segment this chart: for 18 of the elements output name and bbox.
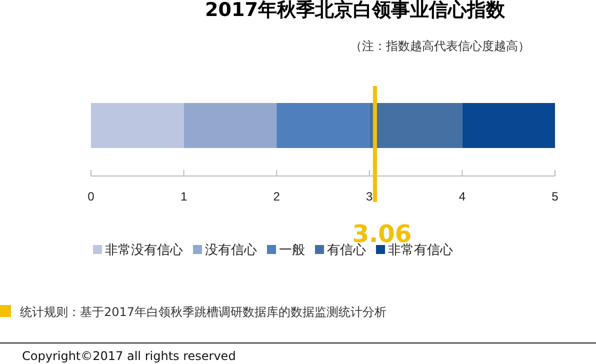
bar — [462, 103, 555, 148]
text: 统计规则：基于2017年白领秋季跳槽调研数据库的数据监测统计分析 — [20, 305, 387, 319]
bar — [91, 103, 184, 148]
x-tick-label: 1 — [180, 190, 188, 204]
bar — [369, 103, 462, 148]
legend-label: 非常没有信心 — [105, 242, 183, 258]
bar — [184, 103, 277, 148]
x-tick-label: 5 — [552, 190, 559, 204]
text: Copyright©2017 all rights reserved — [22, 349, 236, 363]
x-tick-label: 3 — [366, 190, 374, 204]
x-tick-label: 4 — [458, 190, 466, 204]
legend-label: 没有信心 — [205, 242, 257, 258]
chart-subtitle: （注：指数越高代表信心度越高） — [350, 39, 530, 53]
x-tick-label: 2 — [273, 190, 280, 204]
legend-label: 非常有信心 — [388, 242, 453, 258]
legend-label: 一般 — [279, 243, 305, 258]
x-tick-label: 0 — [88, 190, 95, 204]
bar — [276, 103, 370, 148]
